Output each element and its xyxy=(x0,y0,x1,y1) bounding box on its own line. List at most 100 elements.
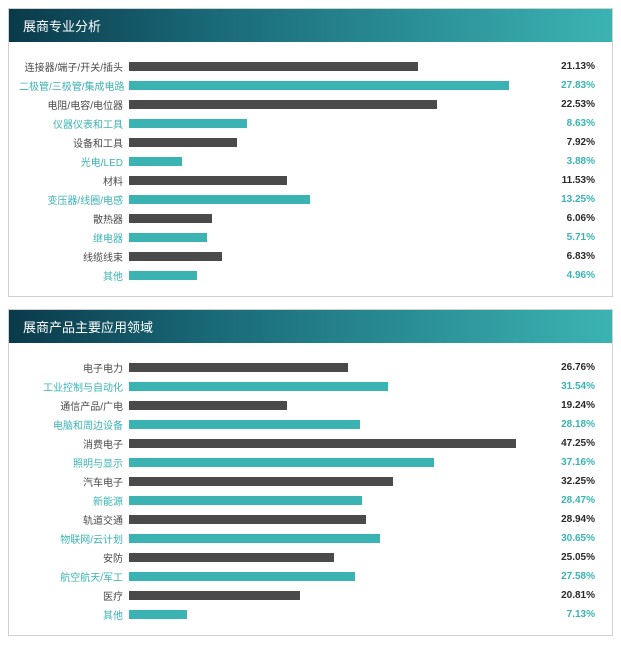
row-label: 汽车电子 xyxy=(19,474,129,489)
bar-fill xyxy=(129,515,366,524)
bar-row: 物联网/云计划 30.65% xyxy=(19,530,602,547)
row-value: 37.16% xyxy=(539,457,599,468)
chart-body: 连接器/端子/开关/插头21.13%二极管/三极管/集成电路27.83%电阻/电… xyxy=(9,42,612,296)
bar-fill xyxy=(129,100,437,109)
bar-track xyxy=(129,138,539,147)
row-value: 7.13% xyxy=(539,609,599,620)
row-label: 线缆线束 xyxy=(19,249,129,264)
bar-fill xyxy=(129,534,380,543)
bar-track xyxy=(129,62,539,71)
bar-fill xyxy=(129,119,247,128)
row-value: 25.05% xyxy=(539,552,599,563)
row-value: 8.63% xyxy=(539,118,599,129)
bar-track xyxy=(129,176,539,185)
row-value: 6.83% xyxy=(539,251,599,262)
row-value: 26.76% xyxy=(539,362,599,373)
bar-row: 连接器/端子/开关/插头 21.13% xyxy=(19,58,602,75)
bar-row: 材料11.53% xyxy=(19,172,602,189)
row-value: 28.18% xyxy=(539,419,599,430)
row-label: 航空航天/军工 xyxy=(19,569,129,584)
bar-fill xyxy=(129,496,362,505)
bar-track xyxy=(129,515,539,524)
row-value: 4.96% xyxy=(539,270,599,281)
bar-fill xyxy=(129,477,393,486)
row-label: 轨道交通 xyxy=(19,512,129,527)
row-value: 31.54% xyxy=(539,381,599,392)
bar-fill xyxy=(129,610,187,619)
bar-track xyxy=(129,100,539,109)
bar-track xyxy=(129,591,539,600)
row-label: 电子电力 xyxy=(19,360,129,375)
bar-row: 电子电力 26.76% xyxy=(19,359,602,376)
bar-track xyxy=(129,214,539,223)
bar-fill xyxy=(129,252,222,261)
bar-track xyxy=(129,233,539,242)
bar-row: 工业控制与自动化 31.54% xyxy=(19,378,602,395)
bar-track xyxy=(129,439,539,448)
bar-track xyxy=(129,252,539,261)
row-value: 32.25% xyxy=(539,476,599,487)
row-value: 47.25% xyxy=(539,438,599,449)
bar-row: 轨道交通 28.94% xyxy=(19,511,602,528)
bar-fill xyxy=(129,233,207,242)
panel-title: 展商产品主要应用领域 xyxy=(9,310,612,343)
chart-body: 电子电力26.76%工业控制与自动化31.54%通信产品/广电19.24%电脑和… xyxy=(9,343,612,635)
bar-track xyxy=(129,401,539,410)
row-value: 3.88% xyxy=(539,156,599,167)
bar-fill xyxy=(129,439,516,448)
row-value: 5.71% xyxy=(539,232,599,243)
bar-row: 安防25.05% xyxy=(19,549,602,566)
row-value: 28.94% xyxy=(539,514,599,525)
row-label: 仪器仪表和工具 xyxy=(19,116,129,131)
bar-fill xyxy=(129,401,287,410)
bar-fill xyxy=(129,62,418,71)
bar-track xyxy=(129,420,539,429)
row-label: 工业控制与自动化 xyxy=(19,379,129,394)
row-label: 医疗 xyxy=(19,588,129,603)
row-label: 设备和工具 xyxy=(19,135,129,150)
row-value: 30.65% xyxy=(539,533,599,544)
bar-fill xyxy=(129,176,287,185)
row-label: 连接器/端子/开关/插头 xyxy=(19,59,129,74)
row-label: 继电器 xyxy=(19,230,129,245)
bar-fill xyxy=(129,363,348,372)
row-value: 20.81% xyxy=(539,590,599,601)
row-value: 11.53% xyxy=(539,175,599,186)
chart-panel: 展商产品主要应用领域电子电力26.76%工业控制与自动化31.54%通信产品/广… xyxy=(8,309,613,636)
bar-row: 电脑和周边设备28.18% xyxy=(19,416,602,433)
bar-row: 仪器仪表和工具 8.63% xyxy=(19,115,602,132)
bar-row: 新能源28.47% xyxy=(19,492,602,509)
bar-row: 照明与显示37.16% xyxy=(19,454,602,471)
row-value: 7.92% xyxy=(539,137,599,148)
bar-row: 医疗 20.81% xyxy=(19,587,602,604)
bar-fill xyxy=(129,81,509,90)
bar-track xyxy=(129,81,539,90)
bar-row: 电阻/电容/电位器22.53% xyxy=(19,96,602,113)
row-value: 6.06% xyxy=(539,213,599,224)
bar-fill xyxy=(129,195,310,204)
row-label: 其他 xyxy=(19,268,129,283)
chart-panel: 展商专业分析连接器/端子/开关/插头21.13%二极管/三极管/集成电路27.8… xyxy=(8,8,613,297)
bar-track xyxy=(129,382,539,391)
row-value: 21.13% xyxy=(539,61,599,72)
bar-fill xyxy=(129,420,360,429)
bar-row: 设备和工具 7.92% xyxy=(19,134,602,151)
row-label: 变压器/线圈/电感 xyxy=(19,192,129,207)
bar-track xyxy=(129,534,539,543)
bar-row: 航空航天/军工27.58% xyxy=(19,568,602,585)
bar-track xyxy=(129,553,539,562)
bar-fill xyxy=(129,157,182,166)
row-value: 28.47% xyxy=(539,495,599,506)
bar-row: 散热器6.06% xyxy=(19,210,602,227)
bar-row: 其他7.13% xyxy=(19,606,602,623)
bar-track xyxy=(129,157,539,166)
row-label: 电阻/电容/电位器 xyxy=(19,97,129,112)
row-label: 消费电子 xyxy=(19,436,129,451)
bar-row: 光电/LED 3.88% xyxy=(19,153,602,170)
bar-track xyxy=(129,271,539,280)
row-label: 光电/LED xyxy=(19,154,129,169)
bar-track xyxy=(129,572,539,581)
bar-fill xyxy=(129,382,388,391)
bar-fill xyxy=(129,138,237,147)
row-label: 物联网/云计划 xyxy=(19,531,129,546)
